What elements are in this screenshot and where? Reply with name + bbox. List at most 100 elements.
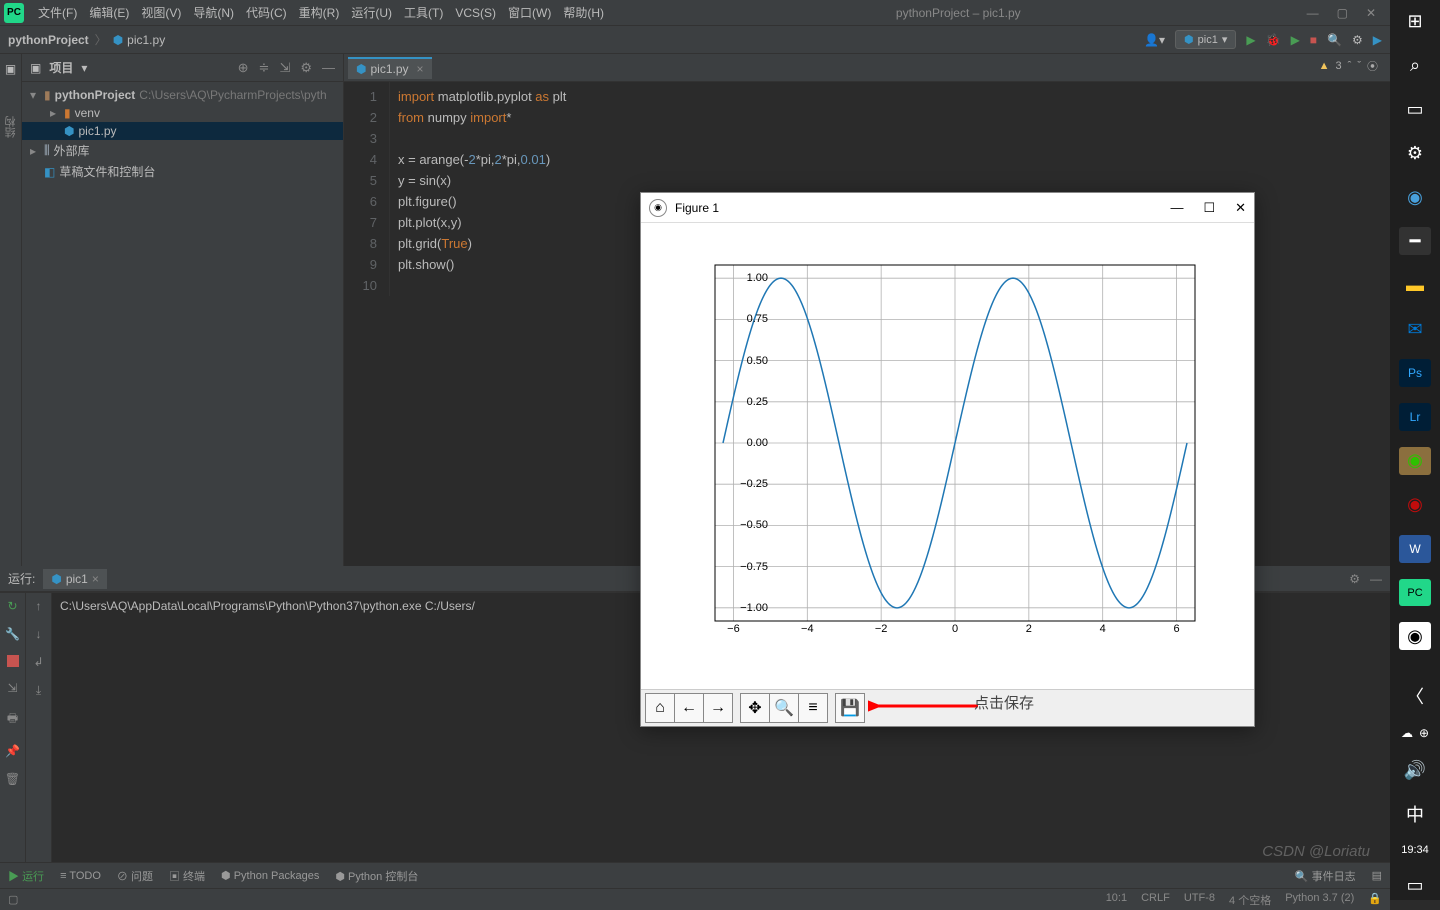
mail-icon[interactable]: ✉ xyxy=(1399,315,1431,343)
volume-icon[interactable]: 🔊 xyxy=(1399,756,1431,784)
packages-tool-button[interactable]: ⬢ Python Packages xyxy=(221,869,319,882)
gear-icon[interactable]: ⚙ xyxy=(1349,572,1360,586)
menu-item[interactable]: VCS(S) xyxy=(449,6,502,20)
menu-item[interactable]: 编辑(E) xyxy=(83,6,135,20)
minimize-icon[interactable]: — xyxy=(1307,6,1319,20)
home-icon[interactable]: ⌂ xyxy=(645,693,675,723)
scroll-icon[interactable]: ⤓ xyxy=(36,683,41,698)
stop-button[interactable]: ■ xyxy=(1310,33,1317,47)
user-icon[interactable]: 👤▾ xyxy=(1144,33,1165,47)
tree-scratches[interactable]: ◧ 草稿文件和控制台 xyxy=(22,161,343,182)
search-icon[interactable]: 🔍 xyxy=(1327,33,1342,47)
tree-venv[interactable]: ▸▮ venv xyxy=(22,104,343,122)
settings-icon[interactable]: ⚙ xyxy=(1399,140,1431,168)
code-editor[interactable]: import matplotlib.pyplot as pltfrom nump… xyxy=(390,82,566,296)
zoom-icon[interactable]: 🔍 xyxy=(769,693,799,723)
figure-icon: ◉ xyxy=(649,199,667,217)
save-icon[interactable]: 💾 xyxy=(835,693,865,723)
coverage-button[interactable]: ▶ xyxy=(1291,33,1300,47)
pan-icon[interactable]: ✥ xyxy=(740,693,770,723)
cloud-icon[interactable]: ☁ xyxy=(1401,726,1413,740)
word-icon[interactable]: W xyxy=(1399,535,1431,563)
menu-item[interactable]: 运行(U) xyxy=(345,6,398,20)
search-icon[interactable]: ⌕ xyxy=(1399,52,1431,80)
wechat-icon[interactable]: ◉ xyxy=(1399,447,1431,475)
hide-icon[interactable]: — xyxy=(1370,572,1382,586)
expand-icon[interactable]: ≑ xyxy=(259,60,270,76)
windows-start-icon[interactable]: ⊞ xyxy=(1399,8,1431,36)
stop-icon[interactable] xyxy=(7,655,19,667)
trash-icon[interactable]: 🗑 xyxy=(5,772,20,786)
edge-icon[interactable]: ◉ xyxy=(1399,184,1431,212)
console-tool-button[interactable]: ⬢ Python 控制台 xyxy=(335,868,418,884)
collapse-icon[interactable]: ⇲ xyxy=(279,60,290,76)
settings-icon[interactable]: ⚙ xyxy=(1352,33,1363,47)
run-button[interactable]: ▶ xyxy=(1246,33,1255,47)
editor-tab-pic1[interactable]: ⬢pic1.py× xyxy=(348,57,432,79)
annotation-arrow xyxy=(868,698,978,714)
sync-icon[interactable]: ▶ xyxy=(1373,33,1382,47)
rerun-icon[interactable]: ↻ xyxy=(7,599,17,613)
terminal-tool-button[interactable]: ▣ 终端 xyxy=(169,868,205,884)
chevron-up-icon[interactable]: 〈 xyxy=(1399,682,1431,710)
debug-button[interactable]: 🐞 xyxy=(1266,33,1281,47)
run-config-selector[interactable]: ⬢pic1▾ xyxy=(1175,30,1236,49)
photoshop-icon[interactable]: Ps xyxy=(1399,359,1431,387)
figure-taskbar-icon[interactable]: ◉ xyxy=(1399,622,1431,650)
menu-item[interactable]: 帮助(H) xyxy=(557,6,610,20)
problems-tool-button[interactable]: ⊘ 问题 xyxy=(117,868,153,884)
down-icon[interactable]: ↓ xyxy=(36,627,42,641)
minimize-icon[interactable]: — xyxy=(1170,200,1183,216)
menu-item[interactable]: 导航(N) xyxy=(187,6,240,20)
pycharm-icon[interactable]: PC xyxy=(1399,579,1431,607)
exit-icon[interactable]: ⇲ xyxy=(7,681,17,695)
gear-icon[interactable]: ⚙ xyxy=(300,60,312,76)
tree-external-libs[interactable]: ▸⫼ 外部库 xyxy=(22,140,343,161)
structure-tool-label[interactable]: 结构 xyxy=(3,116,19,138)
project-tool-icon[interactable]: ▣ xyxy=(5,62,16,76)
y-tick-label: 0.75 xyxy=(747,313,768,325)
task-view-icon[interactable]: ▭ xyxy=(1399,96,1431,124)
lightroom-icon[interactable]: Lr xyxy=(1399,403,1431,431)
tree-root[interactable]: ▾▮ pythonProject C:\Users\AQ\PycharmProj… xyxy=(22,86,343,104)
todo-tool-button[interactable]: ≡ TODO xyxy=(60,870,101,882)
explorer-icon[interactable]: ▬ xyxy=(1399,271,1431,299)
close-icon[interactable]: ✕ xyxy=(1366,6,1376,20)
line-numbers: 12345678910 xyxy=(344,82,390,296)
forward-icon[interactable]: → xyxy=(703,693,733,723)
y-tick-label: −1.00 xyxy=(740,602,768,614)
pin-icon[interactable]: 📌 xyxy=(5,744,20,758)
netease-icon[interactable]: ◉ xyxy=(1399,491,1431,519)
menu-item[interactable]: 代码(C) xyxy=(240,6,293,20)
up-icon[interactable]: ↑ xyxy=(36,599,42,613)
configure-icon[interactable]: ≡ xyxy=(798,693,828,723)
menu-item[interactable]: 工具(T) xyxy=(398,6,449,20)
inspection-widget[interactable]: ▲3ˆˇ⦿ xyxy=(1319,58,1378,74)
breadcrumb-file[interactable]: pic1.py xyxy=(127,33,165,47)
close-tab-icon[interactable]: × xyxy=(417,62,424,76)
maximize-icon[interactable]: ▢ xyxy=(1337,6,1348,20)
ime-indicator[interactable]: 中 xyxy=(1399,800,1431,828)
tree-file-pic1[interactable]: ⬢ pic1.py xyxy=(22,122,343,140)
project-panel-title: 项目 xyxy=(49,59,73,76)
close-icon[interactable]: ✕ xyxy=(1235,200,1246,216)
maximize-icon[interactable]: ☐ xyxy=(1203,200,1215,216)
hide-icon[interactable]: — xyxy=(322,60,335,76)
run-tool-button[interactable]: ▶ 运行 xyxy=(8,868,44,884)
menu-item[interactable]: 重构(R) xyxy=(293,6,346,20)
print-icon[interactable]: 🖶 xyxy=(7,709,18,730)
clock[interactable]: 19:34 xyxy=(1401,844,1429,856)
menu-item[interactable]: 视图(V) xyxy=(135,6,187,20)
event-log-button[interactable]: 🔍 事件日志 xyxy=(1295,868,1356,884)
wrench-icon[interactable]: 🔧 xyxy=(5,627,20,641)
notifications-icon[interactable]: ▭ xyxy=(1399,872,1431,900)
run-tab[interactable]: ⬢pic1× xyxy=(43,569,107,589)
breadcrumb-project[interactable]: pythonProject xyxy=(8,33,89,47)
menu-item[interactable]: 窗口(W) xyxy=(502,6,557,20)
network-icon[interactable]: ⊕ xyxy=(1419,726,1429,740)
wrap-icon[interactable]: ↲ xyxy=(33,655,43,669)
menu-item[interactable]: 文件(F) xyxy=(32,6,83,20)
memory-icon[interactable]: ▤ xyxy=(1372,869,1382,882)
locate-icon[interactable]: ⊕ xyxy=(238,60,249,76)
back-icon[interactable]: ← xyxy=(674,693,704,723)
